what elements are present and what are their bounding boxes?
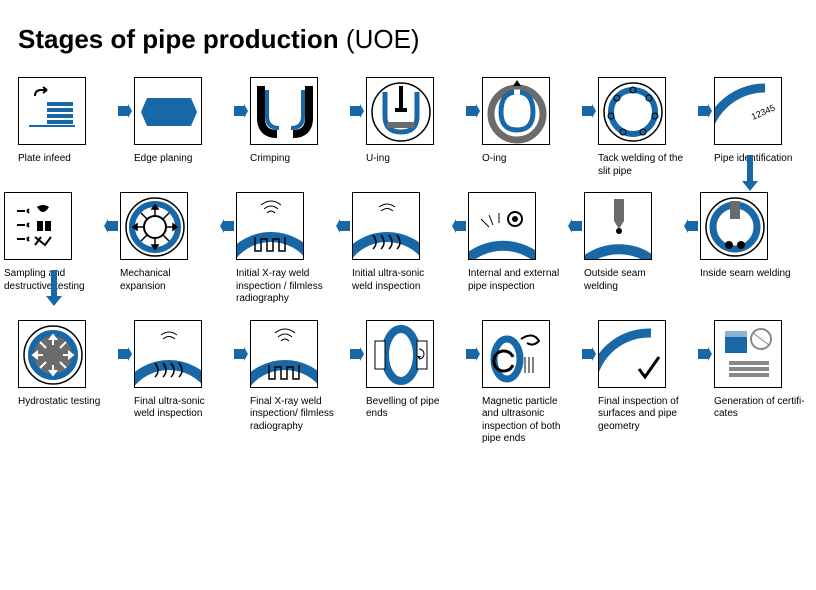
stage-label: Outside seam welding (584, 268, 676, 293)
o-ing-icon (482, 77, 550, 145)
arrow-left-icon (218, 192, 236, 260)
page-title: Stages of pipe production (UOE) (18, 24, 798, 55)
stage-final-ultra: Final ultra-sonic weld inspection (134, 320, 232, 421)
init-xray-icon (236, 192, 304, 260)
stage-mech-expand: Mechanical expansion (120, 192, 218, 293)
stage-crimping: Crimping (250, 77, 348, 166)
arrow-right-icon (232, 320, 250, 388)
arrow-left-icon (566, 192, 584, 260)
arrow-left-icon (450, 192, 468, 260)
stage-label: Initial ultra-sonic weld inspection (352, 268, 444, 293)
stage-label: O-ing (482, 153, 506, 166)
row-3: Hydrostatic testing Final ultra-sonic we… (18, 320, 798, 446)
arrow-right-icon (580, 320, 598, 388)
arrow-left-icon (102, 192, 120, 260)
arrow-down-icon (742, 155, 758, 191)
stage-label: Tack welding of the slit pipe (598, 153, 690, 178)
stage-label: Final X-ray weld inspection/ filmless ra… (250, 396, 342, 434)
svg-text:12345: 12345 (750, 103, 777, 122)
stage-label: Internal and external pipe inspection (468, 268, 560, 293)
arrow-left-icon (334, 192, 352, 260)
bevel-icon (366, 320, 434, 388)
stage-final-inspect: 1 2 3 4 5 Final inspection of surfaces a… (598, 320, 696, 434)
stage-hydro: Hydrostatic testing (18, 320, 116, 409)
title-suffix: (UOE) (346, 24, 420, 54)
arrow-right-icon (696, 77, 714, 145)
arrow-down-icon (46, 270, 62, 306)
arrow-left-icon (682, 192, 700, 260)
stage-bevel: Bevelling of pipe ends (366, 320, 464, 421)
hydro-icon (18, 320, 86, 388)
stage-label: Magnetic particle and ultrasonic inspect… (482, 396, 574, 446)
plate-infeed-icon (18, 77, 86, 145)
stage-label: Initial X-ray weld inspection / filmless… (236, 268, 328, 306)
stage-u-ing: U-ing (366, 77, 464, 166)
arrow-right-icon (116, 77, 134, 145)
arrow-right-icon (232, 77, 250, 145)
stage-label: Hydrostatic testing (18, 396, 100, 409)
mag-ultra-icon (482, 320, 550, 388)
stage-label: Inside seam welding (700, 268, 791, 281)
arrow-right-icon (348, 320, 366, 388)
stage-label: Bevelling of pipe ends (366, 396, 458, 421)
mech-expand-icon (120, 192, 188, 260)
stage-label: Generation of certifi-cates (714, 396, 806, 421)
int-ext-inspect-icon (468, 192, 536, 260)
stage-final-xray: Final X-ray weld inspection/ filmless ra… (250, 320, 348, 434)
final-inspect-icon: 1 2 3 4 5 (598, 320, 666, 388)
stage-outside-seam: Outside seam welding (584, 192, 682, 293)
tack-welding-icon (598, 77, 666, 145)
crimping-icon (250, 77, 318, 145)
pipe-id-icon: 12345 (714, 77, 782, 145)
u-ing-icon (366, 77, 434, 145)
stage-label: Mechanical expansion (120, 268, 212, 293)
arrow-right-icon (464, 77, 482, 145)
stage-edge-planing: Edge planing (134, 77, 232, 166)
stage-init-ultra: Initial ultra-sonic weld inspection (352, 192, 450, 293)
stage-inside-seam: Inside seam welding (700, 192, 798, 281)
certs-icon (714, 320, 782, 388)
final-ultra-icon (134, 320, 202, 388)
stage-label: U-ing (366, 153, 390, 166)
title-main: Stages of pipe production (18, 24, 339, 54)
arrow-right-icon (580, 77, 598, 145)
arrow-right-icon (348, 77, 366, 145)
arrow-right-icon (116, 320, 134, 388)
stage-plate-infeed: Plate infeed (18, 77, 116, 166)
stage-mag-ultra: Magnetic particle and ultrasonic inspect… (482, 320, 580, 446)
row-1: Plate infeed Edge planing Crimping (18, 77, 798, 178)
inside-seam-icon (700, 192, 768, 260)
stage-o-ing: O-ing (482, 77, 580, 166)
stage-label: Final ultra-sonic weld inspection (134, 396, 226, 421)
stage-pipe-id: 12345 Pipe identification (714, 77, 812, 166)
arrow-right-icon (696, 320, 714, 388)
edge-planing-icon (134, 77, 202, 145)
stage-label: Plate infeed (18, 153, 71, 166)
stage-certs: Generation of certifi-cates (714, 320, 812, 421)
row-2: Inside seam welding Outside seam welding (18, 192, 798, 306)
init-ultra-icon (352, 192, 420, 260)
arrow-right-icon (464, 320, 482, 388)
sampling-icon (4, 192, 72, 260)
outside-seam-icon (584, 192, 652, 260)
stage-init-xray: Initial X-ray weld inspection / filmless… (236, 192, 334, 306)
stage-label: Final inspection of surfaces and pipe ge… (598, 396, 690, 434)
final-xray-icon (250, 320, 318, 388)
stage-label: Edge planing (134, 153, 192, 166)
stage-tack-welding: Tack welding of the slit pipe (598, 77, 696, 178)
stage-int-ext-inspect: Internal and external pipe inspection (468, 192, 566, 293)
stage-label: Crimping (250, 153, 290, 166)
